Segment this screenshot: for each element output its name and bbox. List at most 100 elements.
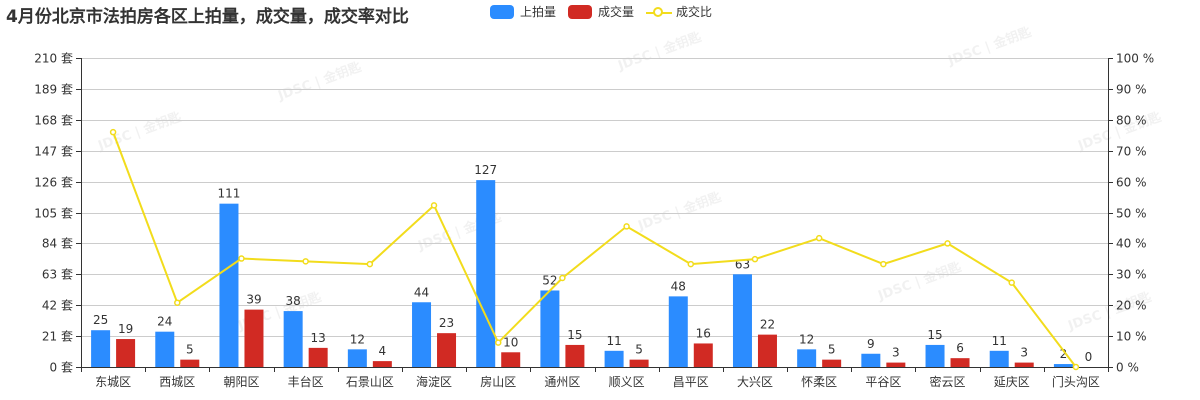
bar-listed[interactable] xyxy=(412,302,432,367)
bar-listed[interactable] xyxy=(797,349,817,367)
bar-sold[interactable] xyxy=(693,343,713,367)
bar-sold[interactable] xyxy=(116,339,136,367)
bar-value-label: 16 xyxy=(696,326,711,340)
bar-value-label: 6 xyxy=(956,341,964,355)
bar-value-label: 2 xyxy=(1060,347,1068,361)
ratio-point[interactable] xyxy=(238,255,245,262)
bar-listed[interactable] xyxy=(861,353,881,367)
bar-listed[interactable] xyxy=(925,344,945,367)
bar-sold[interactable] xyxy=(437,333,457,367)
ratio-point[interactable] xyxy=(1008,279,1015,286)
legend-label-listed: 上拍量 xyxy=(520,5,557,19)
bar-sold[interactable] xyxy=(565,344,585,367)
ratio-point[interactable] xyxy=(366,260,374,268)
bar-sold[interactable] xyxy=(629,359,649,367)
ratio-point[interactable] xyxy=(751,255,759,263)
watermark-text: JDSC | 金钥匙 xyxy=(95,109,184,155)
ratio-point[interactable] xyxy=(302,258,309,265)
bar-listed[interactable] xyxy=(604,350,624,367)
ratio-point[interactable] xyxy=(944,240,951,247)
y-left-tick-label: 189 套 xyxy=(34,83,73,97)
legend-swatch-listed xyxy=(490,4,514,19)
y-left-tick-label: 21 套 xyxy=(42,330,73,344)
x-tick-label: 大兴区 xyxy=(737,375,773,389)
bar-sold[interactable] xyxy=(244,309,264,367)
ratio-point[interactable] xyxy=(109,128,117,136)
bar-sold[interactable] xyxy=(180,359,200,367)
y-left-tick-label: 126 套 xyxy=(34,176,73,190)
bar-value-label: 3 xyxy=(892,346,900,360)
bar-sold[interactable] xyxy=(950,358,970,367)
bar-value-label: 4 xyxy=(379,344,387,358)
watermark-text: JDSC | 金钥匙 xyxy=(615,29,704,75)
legend-item-sold[interactable]: 成交量 xyxy=(568,3,634,20)
bar-listed[interactable] xyxy=(219,203,239,367)
bar-value-label: 22 xyxy=(760,318,775,332)
y-left-tick-label: 105 套 xyxy=(34,207,73,221)
y-right-tick-label: 20 % xyxy=(1116,299,1147,313)
bar-listed[interactable] xyxy=(732,274,752,367)
bar-value-label: 3 xyxy=(1020,346,1028,360)
bar-listed[interactable] xyxy=(540,290,560,367)
chart-title: 4月份北京市法拍房各区上拍量，成交量，成交率对比 xyxy=(6,7,409,27)
legend-item-ratio[interactable]: 成交比 xyxy=(646,3,712,20)
ratio-point[interactable] xyxy=(815,234,823,242)
bar-value-label: 111 xyxy=(218,187,241,201)
legend-swatch-sold xyxy=(568,4,593,19)
bar-sold[interactable] xyxy=(372,361,392,367)
ratio-point[interactable] xyxy=(687,260,695,268)
legend-label-sold: 成交量 xyxy=(598,5,635,19)
x-tick-label: 顺义区 xyxy=(609,375,645,389)
y-right-tick-label: 30 % xyxy=(1116,268,1147,282)
legend-item-listed[interactable]: 上拍量 xyxy=(490,3,556,20)
legend-line-marker-icon xyxy=(646,5,673,19)
bar-listed[interactable] xyxy=(989,350,1009,367)
watermark-text: JDSC | 金钥匙 xyxy=(945,24,1034,70)
ratio-point[interactable] xyxy=(494,339,502,346)
bar-listed[interactable] xyxy=(476,180,496,367)
bar-sold[interactable] xyxy=(757,334,777,367)
bar-value-label: 9 xyxy=(867,337,875,351)
watermark-text: JDSC | 金钥匙 xyxy=(635,189,724,235)
ratio-point[interactable] xyxy=(430,202,438,209)
bar-sold[interactable] xyxy=(886,362,906,367)
bar-value-label: 24 xyxy=(157,315,172,329)
bar-sold[interactable] xyxy=(1014,362,1034,367)
legend: 上拍量 成交量 成交比 xyxy=(490,3,724,20)
bar-listed[interactable] xyxy=(1053,364,1073,367)
ratio-point[interactable] xyxy=(559,274,566,282)
x-tick-label: 平谷区 xyxy=(865,375,901,389)
y-left-tick-label: 84 套 xyxy=(42,237,73,251)
bar-value-label: 52 xyxy=(542,273,557,287)
bar-sold[interactable] xyxy=(501,352,521,367)
bar-listed[interactable] xyxy=(283,311,303,367)
ratio-point[interactable] xyxy=(174,299,181,306)
ratio-point[interactable] xyxy=(1072,363,1080,371)
ratio-point[interactable] xyxy=(880,260,887,268)
x-tick-label: 通州区 xyxy=(544,375,580,389)
bar-value-label: 19 xyxy=(118,322,133,336)
y-left-tick-label: 210 套 xyxy=(34,52,73,66)
bar-value-label: 48 xyxy=(671,279,686,293)
bar-value-label: 12 xyxy=(350,332,365,346)
bar-value-label: 11 xyxy=(992,334,1007,348)
bar-listed[interactable] xyxy=(347,349,367,367)
x-tick-label: 门头沟区 xyxy=(1052,374,1100,389)
bar-sold[interactable] xyxy=(822,359,842,367)
y-left-tick-label: 0 套 xyxy=(50,361,73,375)
bar-value-label: 11 xyxy=(606,334,621,348)
bar-value-label: 44 xyxy=(414,285,429,299)
x-tick-label: 海淀区 xyxy=(416,374,452,389)
bar-sold[interactable] xyxy=(308,347,328,367)
bar-listed[interactable] xyxy=(91,330,111,367)
y-right-tick-label: 0 % xyxy=(1116,361,1139,375)
y-right-tick-label: 100 % xyxy=(1116,52,1154,66)
bar-value-label: 12 xyxy=(799,332,814,346)
bar-listed[interactable] xyxy=(668,296,688,367)
y-right-tick-label: 80 % xyxy=(1116,114,1147,128)
bar-value-label: 5 xyxy=(186,343,194,357)
ratio-point[interactable] xyxy=(623,223,630,230)
bar-listed[interactable] xyxy=(155,331,175,367)
watermark-text: JDSC | 金钥匙 xyxy=(875,259,964,305)
